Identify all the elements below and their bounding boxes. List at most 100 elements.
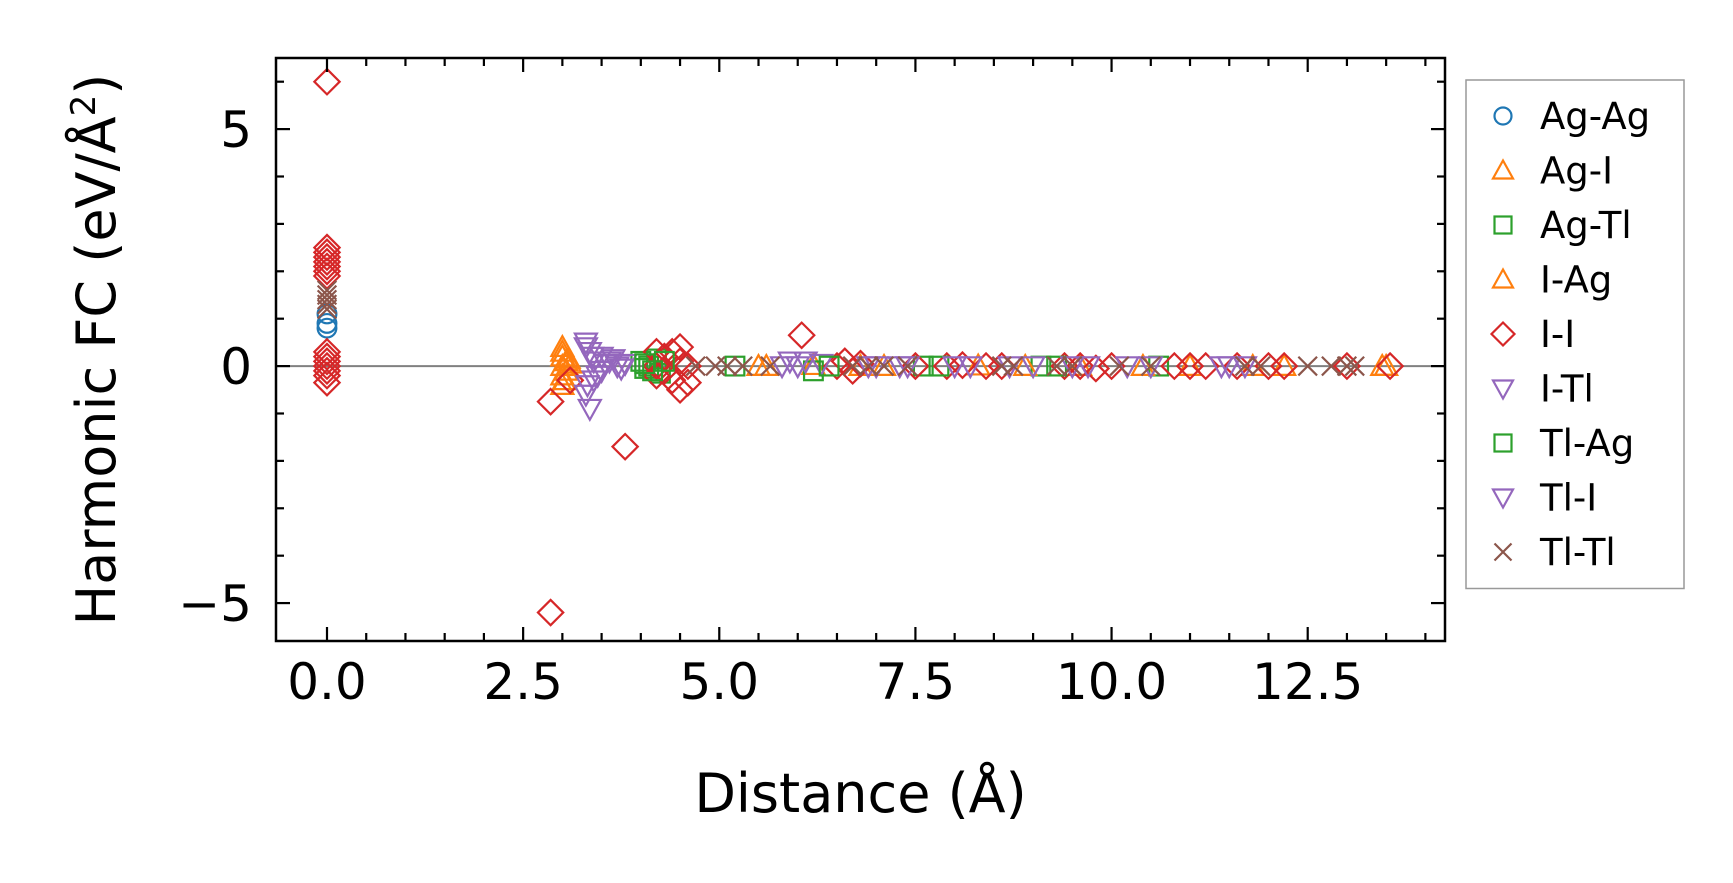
data-point [312, 67, 342, 96]
legend-marker [1491, 488, 1515, 510]
legend-item: Tl-Tl [1493, 531, 1616, 574]
y-axis-title-close: ) [65, 74, 128, 95]
legend-label: Ag-Ag [1540, 95, 1650, 138]
data-point [1250, 355, 1271, 377]
data-point [1321, 355, 1342, 377]
legend-marker [1493, 106, 1513, 126]
data-point [312, 337, 342, 367]
legend-label: Tl-I [1539, 477, 1597, 520]
legend-marker [1493, 433, 1513, 453]
data-point [1046, 355, 1067, 377]
data-point [855, 356, 882, 380]
data-point [1332, 351, 1362, 381]
data-point [792, 351, 819, 375]
data-point [1003, 355, 1024, 377]
data-point [576, 398, 603, 423]
legend-item: Tl-Ag [1493, 422, 1634, 465]
data-point [574, 375, 601, 399]
data-point [312, 257, 342, 286]
data-point [808, 353, 835, 377]
data-point [716, 355, 738, 377]
data-point [612, 353, 639, 377]
legend-label: Tl-Ag [1539, 422, 1634, 465]
data-point [897, 355, 918, 377]
data-point [1336, 355, 1358, 377]
data-point [312, 247, 342, 277]
data-point [312, 233, 342, 262]
legend-item: I-Ag [1491, 259, 1612, 302]
series-i-tl [573, 332, 1235, 423]
data-point [573, 384, 599, 408]
data-point [1269, 351, 1299, 381]
y-axis-title-sup: 2 [64, 95, 104, 117]
data-point [846, 349, 875, 378]
data-point [316, 294, 338, 315]
data-point [948, 350, 977, 380]
legend-label: Ag-I [1540, 150, 1613, 193]
legend-marker [1491, 267, 1515, 289]
legend-label: Ag-Tl [1540, 204, 1632, 247]
data-point [1375, 351, 1405, 381]
data-point [1059, 356, 1086, 380]
legend-label: I-I [1540, 313, 1575, 356]
data-point [818, 355, 840, 377]
data-point [665, 347, 695, 376]
data-point [312, 368, 342, 397]
y-tick-label: −5 [178, 575, 252, 633]
data-point [1109, 355, 1130, 377]
data-point [316, 280, 338, 301]
legend-marker [1489, 320, 1517, 348]
data-point [596, 351, 623, 375]
data-point [1020, 356, 1046, 380]
data-point [1140, 355, 1161, 377]
axis-tick-labels: 0.0 2.5 5.0 7.5 10.0 12.5 −5 0 5 [178, 101, 1363, 711]
data-point [312, 347, 342, 376]
data-point [580, 370, 607, 394]
data-point [584, 365, 611, 389]
legend-label: Tl-Tl [1539, 531, 1616, 574]
legend-marker [1491, 379, 1515, 401]
data-point [1234, 355, 1256, 377]
y-axis-title-main: Harmonic FC (eV/Å [64, 116, 128, 625]
x-tick-label: 5.0 [680, 653, 760, 711]
data-point [536, 598, 565, 627]
y-tick-label: 5 [220, 101, 252, 159]
data-point [894, 356, 921, 380]
data-point [1216, 356, 1243, 380]
series-tl-tl [316, 280, 1365, 377]
data-point [1062, 355, 1083, 377]
data-point [1012, 352, 1039, 376]
data-point [312, 351, 342, 381]
legend-box [1465, 79, 1685, 590]
y-tick-label: 0 [220, 338, 252, 396]
data-point [957, 356, 984, 380]
x-tick-label: 7.5 [876, 653, 956, 711]
data-point [732, 355, 753, 377]
data-point [673, 351, 703, 381]
data-point [312, 252, 342, 281]
data-point [312, 242, 342, 272]
data-point [932, 351, 962, 381]
data-point [316, 284, 338, 306]
legend-label: I-Ag [1540, 259, 1612, 302]
data-point [1137, 356, 1164, 380]
data-point [316, 317, 338, 339]
data-point [965, 352, 992, 376]
data-point [536, 387, 565, 416]
x-tick-label: 2.5 [483, 653, 563, 711]
data-point [941, 356, 968, 380]
data-point [610, 432, 640, 461]
data-point [871, 352, 897, 376]
data-point [316, 289, 338, 310]
data-point [1075, 356, 1101, 380]
data-point [316, 312, 338, 334]
data-point [760, 355, 781, 377]
data-point [838, 356, 867, 386]
legend-item: Ag-I [1491, 150, 1613, 193]
legend-item: Ag-Ag [1493, 95, 1650, 138]
legend-marker [1493, 215, 1513, 235]
data-point [1081, 354, 1111, 383]
data-point [608, 358, 635, 382]
legend-item: I-Tl [1491, 368, 1594, 411]
